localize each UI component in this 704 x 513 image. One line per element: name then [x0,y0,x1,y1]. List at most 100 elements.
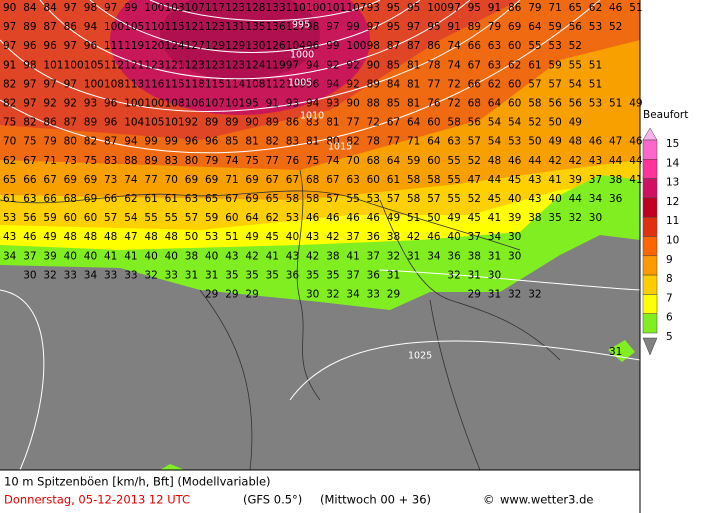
gust-value: 89 [367,78,380,90]
gust-value: 81 [407,59,420,71]
gust-value: 118 [185,78,205,90]
gust-value: 80 [64,136,77,148]
gust-value: 54 [124,212,138,224]
gust-value: 45 [508,174,521,186]
gust-value: 97 [3,40,16,52]
gust-value: 92 [326,59,339,71]
gust-value: 54 [508,117,522,129]
legend-band [642,159,658,179]
gust-value: 87 [407,40,420,52]
gust-value: 128 [245,2,265,14]
gust-value: 36 [286,269,300,281]
gust-value: 35 [225,269,238,281]
gust-value: 96 [205,136,219,148]
gust-value: 63 [185,193,198,205]
gust-value: 69 [508,21,521,33]
gust-value: 44 [629,155,643,167]
gust-value: 63 [447,136,460,148]
gust-value: 90 [3,2,16,14]
gust-value: 40 [84,250,97,262]
isobar-lines [0,0,641,471]
gust-value: 113 [124,78,144,90]
gust-value: 29 [387,289,400,301]
gust-value: 31 [205,269,218,281]
gust-value: 45 [266,231,279,243]
isobar-labels: 995 1000 1005 1010 1015 1025 [288,20,432,362]
footer-site: www.wetter3.de [500,493,593,507]
gust-value: 95 [387,21,400,33]
gust-value: 72 [447,78,460,90]
gust-value: 42 [245,250,258,262]
legend-level: 12 [666,196,679,208]
gust-value: 31 [468,269,481,281]
gust-value: 85 [387,98,400,110]
gust-value: 63 [23,193,36,205]
gust-value: 65 [569,2,582,14]
gust-value: 107 [346,2,366,14]
gust-value: 58 [407,193,420,205]
gust-values: 90 84 84 97 98 97 99 100 103 107 117 123 128 133 110 10… [3,2,643,358]
gust-value: 39 [43,250,56,262]
gust-value: 32 [569,212,582,224]
gust-value: 69 [185,174,198,186]
gust-value: 77 [346,117,359,129]
gust-value: 127 [185,40,205,52]
gust-value: 43 [225,250,238,262]
gust-value: 57 [185,212,198,224]
gust-value: 115 [165,21,185,33]
gust-value: 123 [225,59,245,71]
gust-value: 63 [488,59,501,71]
gust-value: 51 [609,98,622,110]
gust-value: 108 [245,78,265,90]
gust-value: 39 [569,174,582,186]
gust-value: 43 [286,250,299,262]
gust-value: 74 [124,174,138,186]
gust-value: 74 [225,155,239,167]
gust-value: 46 [326,212,340,224]
gust-value: 40 [447,231,460,243]
gust-value: 41 [346,250,359,262]
gust-value: 62 [488,78,501,90]
gust-value: 76 [427,98,441,110]
gust-value: 60 [508,78,521,90]
gust-value: 97 [447,2,460,14]
gust-value: 82 [23,117,36,129]
legend-level: 10 [666,235,679,247]
footer-title: 10 m Spitzenböen [km/h, Bft] (Modellvari… [4,475,271,489]
gust-value: 48 [165,231,178,243]
legend-band [642,197,658,218]
gust-value: 131 [225,21,245,33]
gust-value: 92 [346,78,359,90]
gust-value: 56 [468,117,482,129]
gust-value: 50 [427,212,440,224]
legend-band [642,139,658,160]
gust-value: 32 [144,269,157,281]
gust-value: 88 [124,155,137,167]
gust-value: 66 [104,193,118,205]
gust-value: 100 [306,2,326,14]
gust-value: 91 [447,21,460,33]
gust-value: 35 [266,269,279,281]
gust-value: 44 [528,155,542,167]
gust-value: 54 [488,136,502,148]
legend-band [642,178,658,199]
gust-value: 97 [23,98,36,110]
gust-value: 60 [84,212,97,224]
gust-value: 77 [427,78,440,90]
gust-value: 74 [326,155,340,167]
gust-value: 41 [488,212,501,224]
gust-value: 52 [609,21,622,33]
gust-value: 50 [185,231,198,243]
gust-value: 74 [447,40,461,52]
isobar-label: 1015 [328,142,352,153]
gust-value: 82 [266,136,279,148]
gust-value: 53 [548,40,561,52]
gust-value: 38 [609,174,622,186]
gust-value: 58 [306,193,319,205]
gust-value: 89 [468,21,481,33]
gust-value: 96 [23,40,37,52]
legend-level: 14 [666,157,680,169]
gust-value: 57 [528,78,541,90]
gust-value: 96 [43,40,57,52]
gust-value: 94 [306,59,320,71]
